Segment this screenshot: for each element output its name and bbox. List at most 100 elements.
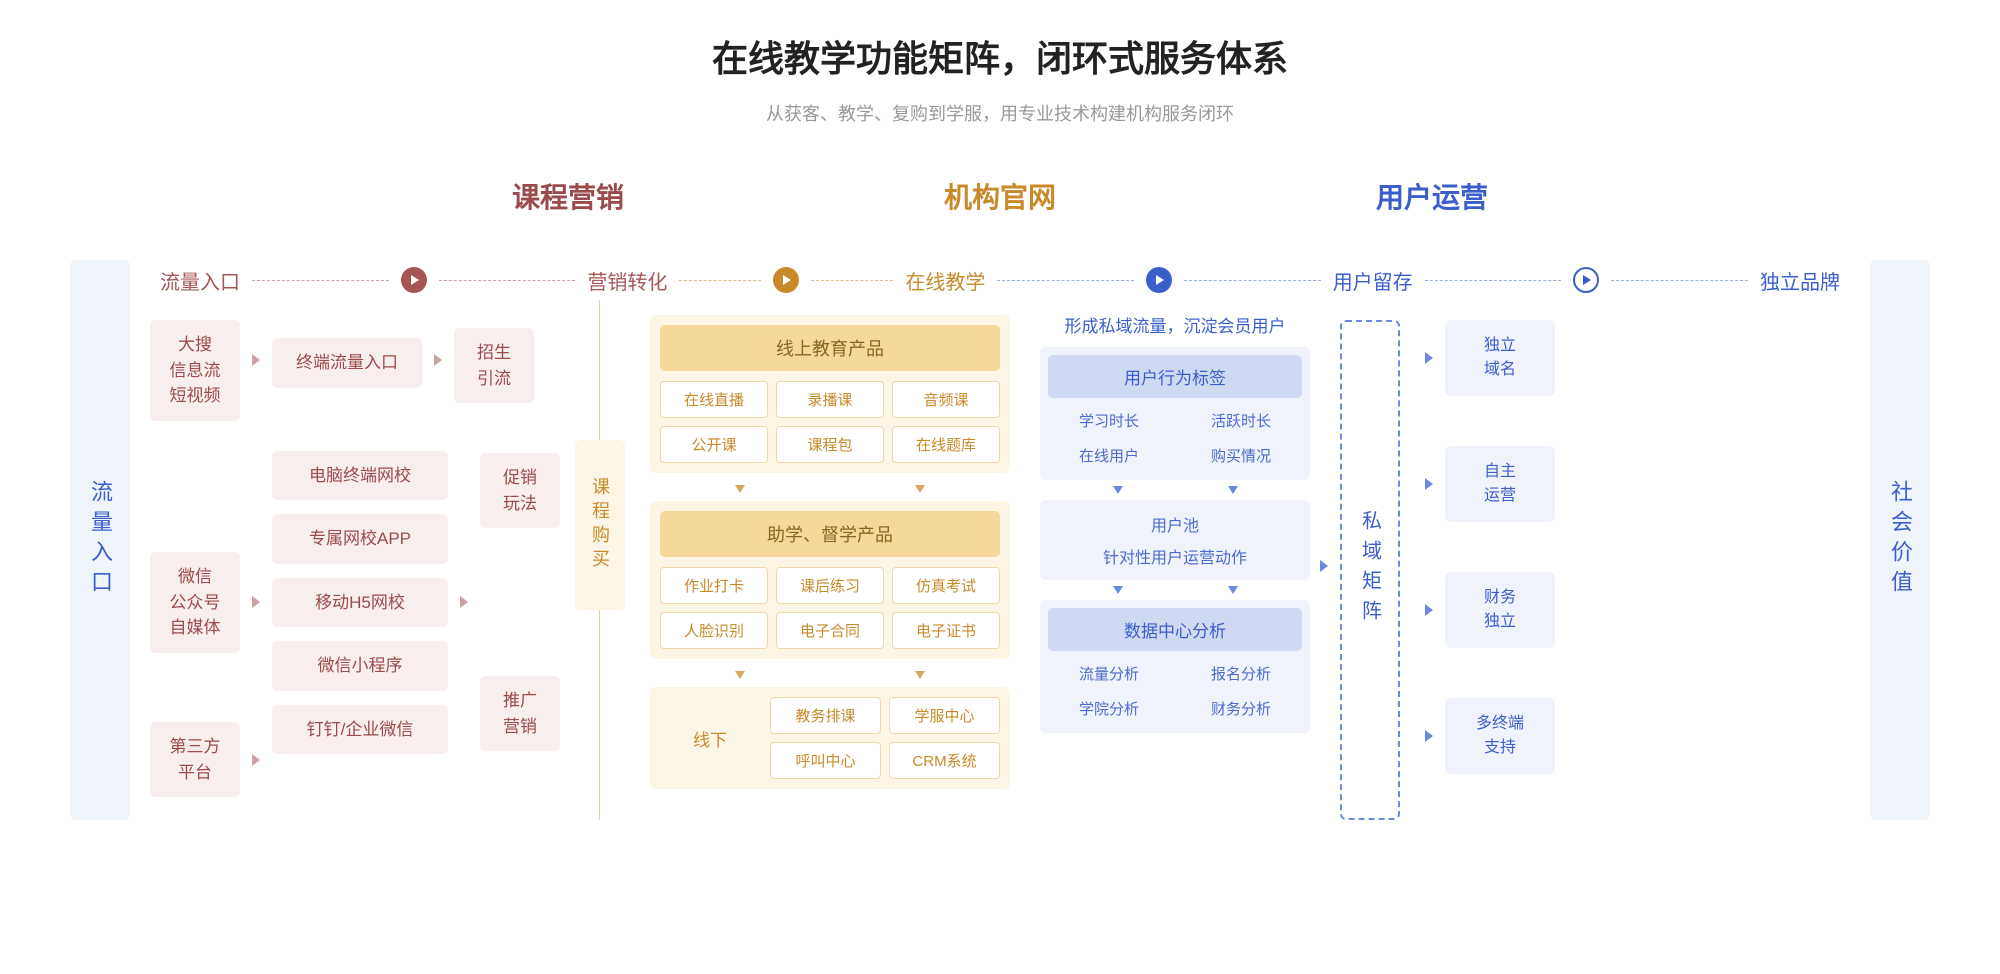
- caret-right-icon: [1425, 730, 1433, 742]
- brand-item: 财务 独立: [1445, 572, 1555, 648]
- sub-brand: 独立品牌: [1760, 266, 1840, 295]
- orange-item: 在线题库: [892, 426, 1000, 463]
- blue-item: 在线用户: [1048, 439, 1170, 472]
- red-mid-item: 微信小程序: [272, 641, 448, 691]
- red-mid-item: 移动H5网校: [272, 578, 448, 628]
- offline-label: 线下: [660, 697, 760, 779]
- orange-column: 线上教育产品 在线直播 录播课 音频课 公开课 课程包 在线题库 助学、督学产品…: [650, 315, 1010, 801]
- red-source: 大搜 信息流 短视频: [150, 320, 240, 421]
- orange-item: 录播课: [776, 381, 884, 418]
- user-tags-box: 用户行为标签 学习时长 活跃时长 在线用户 购买情况: [1040, 347, 1310, 480]
- caret-down-icon: [915, 671, 925, 679]
- arrows-down: [1060, 486, 1290, 494]
- red-column: 大搜 信息流 短视频 终端流量入口 招生 引流 微信 公众号 自媒体 电脑终端网…: [150, 320, 560, 817]
- orange-item: 作业打卡: [660, 567, 768, 604]
- orange-item: CRM系统: [889, 742, 1000, 779]
- dash: [997, 280, 1134, 281]
- private-matrix: 私域矩阵: [1340, 320, 1400, 820]
- caret-down-icon: [1228, 486, 1238, 494]
- main-title: 在线教学功能矩阵，闭环式服务体系: [0, 0, 2000, 82]
- play-icon: [1573, 267, 1599, 293]
- subheader-row: 流量入口 营销转化 在线教学 用户留存 独立品牌: [160, 260, 1840, 300]
- offline-products: 线下 教务排课 学服中心 呼叫中心 CRM系统: [650, 687, 1010, 789]
- pool-sub: 针对性用户运营动作: [1048, 540, 1302, 572]
- red-source: 微信 公众号 自媒体: [150, 552, 240, 653]
- blue-item: 购买情况: [1180, 439, 1302, 472]
- caret-right-icon: [252, 596, 260, 608]
- blue-item: 财务分析: [1180, 692, 1302, 725]
- assist-title: 助学、督学产品: [660, 511, 1000, 557]
- orange-item: 电子合同: [776, 612, 884, 649]
- sub-traffic: 流量入口: [160, 266, 240, 295]
- caret-right-icon: [1320, 560, 1328, 572]
- orange-item: 学服中心: [889, 697, 1000, 734]
- orange-item: 教务排课: [770, 697, 881, 734]
- caret-right-icon: [1425, 604, 1433, 616]
- caret-right-icon: [252, 754, 260, 766]
- blue-item: 活跃时长: [1180, 404, 1302, 437]
- course-buy: 课程购买: [575, 440, 625, 610]
- blue-column: 形成私域流量，沉淀会员用户 用户行为标签 学习时长 活跃时长 在线用户 购买情况…: [1040, 312, 1310, 733]
- brand-item: 多终端 支持: [1445, 698, 1555, 774]
- online-products: 线上教育产品 在线直播 录播课 音频课 公开课 课程包 在线题库: [650, 315, 1010, 473]
- blue-item: 学习时长: [1048, 404, 1170, 437]
- section-operations: 用户运营: [1376, 176, 1488, 216]
- sub-conversion: 营销转化: [587, 266, 667, 295]
- red-mid-item: 电脑终端网校: [272, 451, 448, 501]
- data-title: 数据中心分析: [1048, 608, 1302, 651]
- caret-right-icon: [460, 596, 468, 608]
- dash: [439, 280, 576, 281]
- orange-item: 电子证书: [892, 612, 1000, 649]
- orange-item: 在线直播: [660, 381, 768, 418]
- red-right: 招生 引流: [454, 328, 534, 403]
- user-pool-box: 用户池 针对性用户运营动作: [1040, 500, 1310, 580]
- data-center-box: 数据中心分析 流量分析 报名分析 学院分析 财务分析: [1040, 600, 1310, 733]
- blue-caption: 形成私域流量，沉淀会员用户: [1040, 312, 1310, 337]
- tags-title: 用户行为标签: [1048, 355, 1302, 398]
- caret-down-icon: [1113, 486, 1123, 494]
- orange-item: 课程包: [776, 426, 884, 463]
- orange-item: 仿真考试: [892, 567, 1000, 604]
- blue-item: 学院分析: [1048, 692, 1170, 725]
- subtitle: 从获客、教学、复购到学服，用专业技术构建机构服务闭环: [0, 100, 2000, 126]
- orange-item: 呼叫中心: [770, 742, 881, 779]
- section-marketing: 课程营销: [512, 176, 624, 216]
- dash: [1425, 280, 1562, 281]
- caret-right-icon: [252, 354, 260, 366]
- red-source: 第三方 平台: [150, 722, 240, 797]
- blue-item: 流量分析: [1048, 657, 1170, 690]
- pillar-traffic-entry: 流量入口: [70, 260, 130, 820]
- caret-right-icon: [434, 354, 442, 366]
- diagram: 流量入口 营销转化 在线教学 用户留存 独立品牌 流量入口 社会价值 课程购买 …: [70, 260, 1930, 880]
- blue-item: 报名分析: [1180, 657, 1302, 690]
- brand-item: 独立 域名: [1445, 320, 1555, 396]
- dash: [1611, 280, 1748, 281]
- pillar-social-value: 社会价值: [1870, 260, 1930, 820]
- dash: [1184, 280, 1321, 281]
- play-icon: [773, 267, 799, 293]
- caret-right-icon: [1425, 352, 1433, 364]
- dash: [811, 280, 893, 281]
- online-title: 线上教育产品: [660, 325, 1000, 371]
- dash: [679, 280, 761, 281]
- red-mid: 终端流量入口: [272, 338, 422, 388]
- play-icon: [1146, 267, 1172, 293]
- arrows-down: [650, 485, 1010, 493]
- caret-down-icon: [1113, 586, 1123, 594]
- orange-item: 公开课: [660, 426, 768, 463]
- brand-column: 独立 域名 自主 运营 财务 独立 多终端 支持: [1425, 320, 1555, 774]
- brand-item: 自主 运营: [1445, 446, 1555, 522]
- pool-title: 用户池: [1048, 508, 1302, 540]
- sub-teaching: 在线教学: [905, 266, 985, 295]
- section-website: 机构官网: [944, 176, 1056, 216]
- orange-item: 音频课: [892, 381, 1000, 418]
- caret-right-icon: [1425, 478, 1433, 490]
- sub-retention: 用户留存: [1333, 266, 1413, 295]
- caret-down-icon: [735, 485, 745, 493]
- caret-down-icon: [1228, 586, 1238, 594]
- red-mid-item: 专属网校APP: [272, 514, 448, 564]
- red-right: 推广 营销: [480, 676, 560, 751]
- arrows-down: [1060, 586, 1290, 594]
- section-headers: 课程营销 机构官网 用户运营: [0, 176, 2000, 216]
- caret-down-icon: [915, 485, 925, 493]
